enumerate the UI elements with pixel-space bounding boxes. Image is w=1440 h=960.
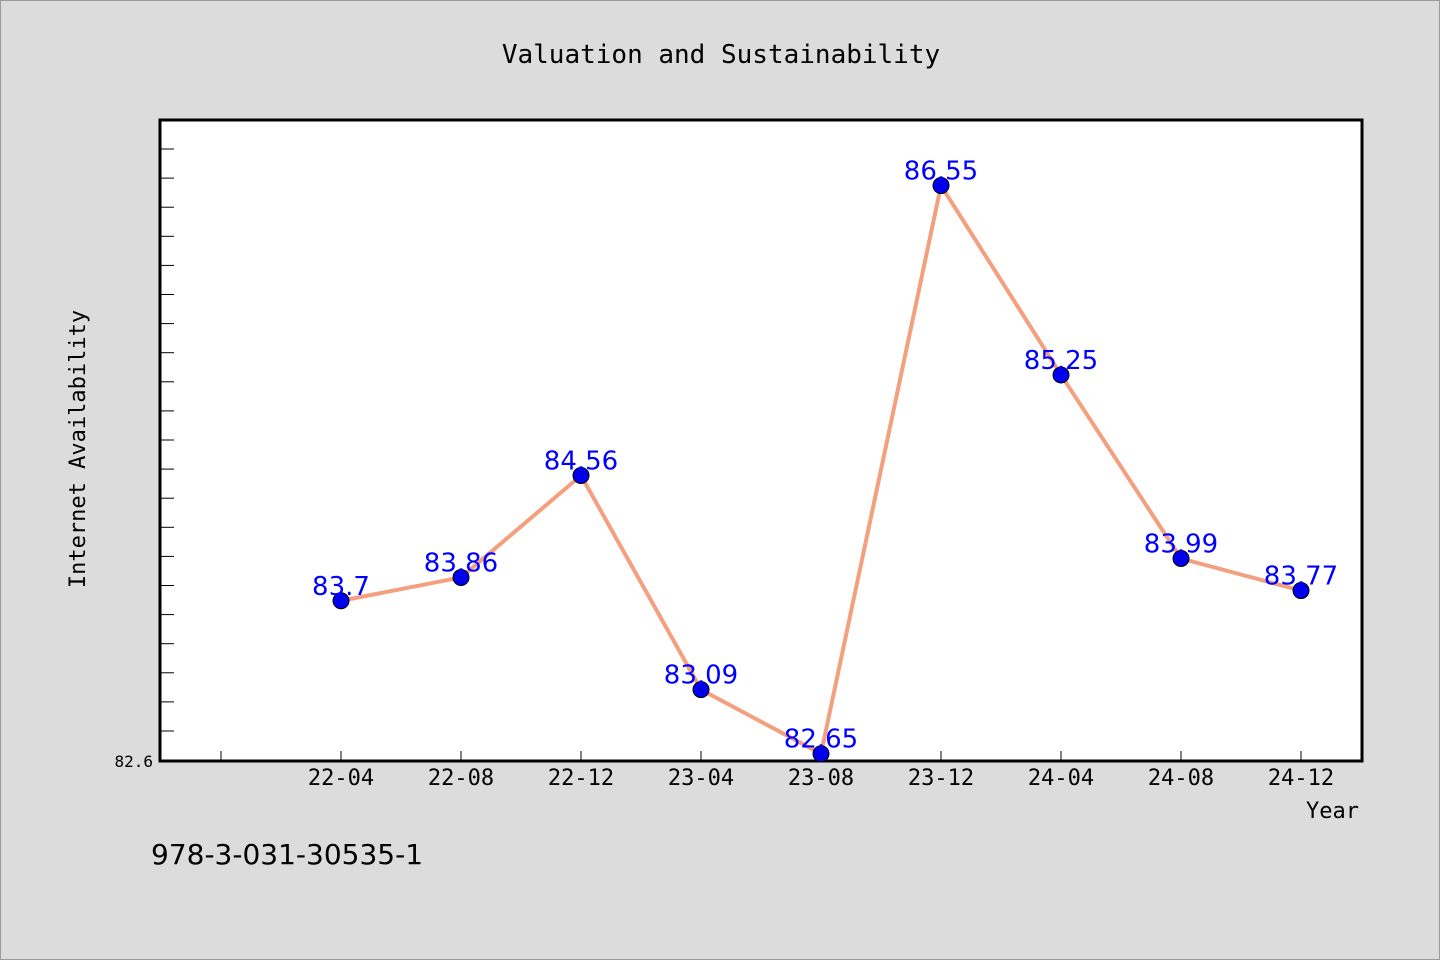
x-axis-ticks: 22-04 22-08 22-12 23-04 23-08 23-12 24-04 24-08… xyxy=(220,751,1334,791)
x-tick-label: 23-08 xyxy=(788,766,854,791)
data-point xyxy=(332,592,350,610)
data-label: 83.09 xyxy=(664,661,738,691)
y-axis-title: Internet Availability xyxy=(66,310,91,588)
x-tick-label: 23-04 xyxy=(668,766,734,791)
data-label: 83.77 xyxy=(1264,562,1338,592)
x-tick-label: 22-04 xyxy=(308,766,374,791)
data-label: 83.86 xyxy=(424,548,498,578)
data-label: 85.25 xyxy=(1024,346,1098,376)
x-tick-label: 22-12 xyxy=(548,766,614,791)
plot-area xyxy=(158,118,1364,763)
x-tick-label: 24-08 xyxy=(1148,766,1214,791)
data-point xyxy=(1172,550,1190,568)
data-point xyxy=(692,681,710,699)
y-tick-label: 82.6 xyxy=(114,752,153,771)
data-label: 86.55 xyxy=(904,157,978,187)
data-point xyxy=(932,177,950,195)
data-point xyxy=(572,466,590,484)
data-label: 84.56 xyxy=(544,446,618,476)
chart-title: Valuation and Sustainability xyxy=(502,40,940,70)
x-axis-title: Year xyxy=(1306,799,1359,824)
data-point xyxy=(452,568,470,586)
isbn-footer: 978-3-031-30535-1 xyxy=(151,838,423,871)
data-points-layer xyxy=(332,177,1310,763)
x-tick-label: 24-12 xyxy=(1268,766,1334,791)
x-tick-label: 23-12 xyxy=(908,766,974,791)
data-label: 83.99 xyxy=(1144,530,1218,560)
data-point xyxy=(1292,582,1310,600)
x-tick-label: 22-08 xyxy=(428,766,494,791)
data-label: 82.65 xyxy=(784,725,858,755)
x-tick-label: 24-04 xyxy=(1028,766,1094,791)
data-point xyxy=(812,745,830,763)
y-axis-ticks xyxy=(160,148,174,732)
data-labels-layer: 83.7 83.86 84.56 83.09 82.65 86.55 85.25 83.99 8… xyxy=(312,157,1338,755)
data-label: 83.7 xyxy=(312,572,370,602)
data-point xyxy=(1052,366,1070,384)
